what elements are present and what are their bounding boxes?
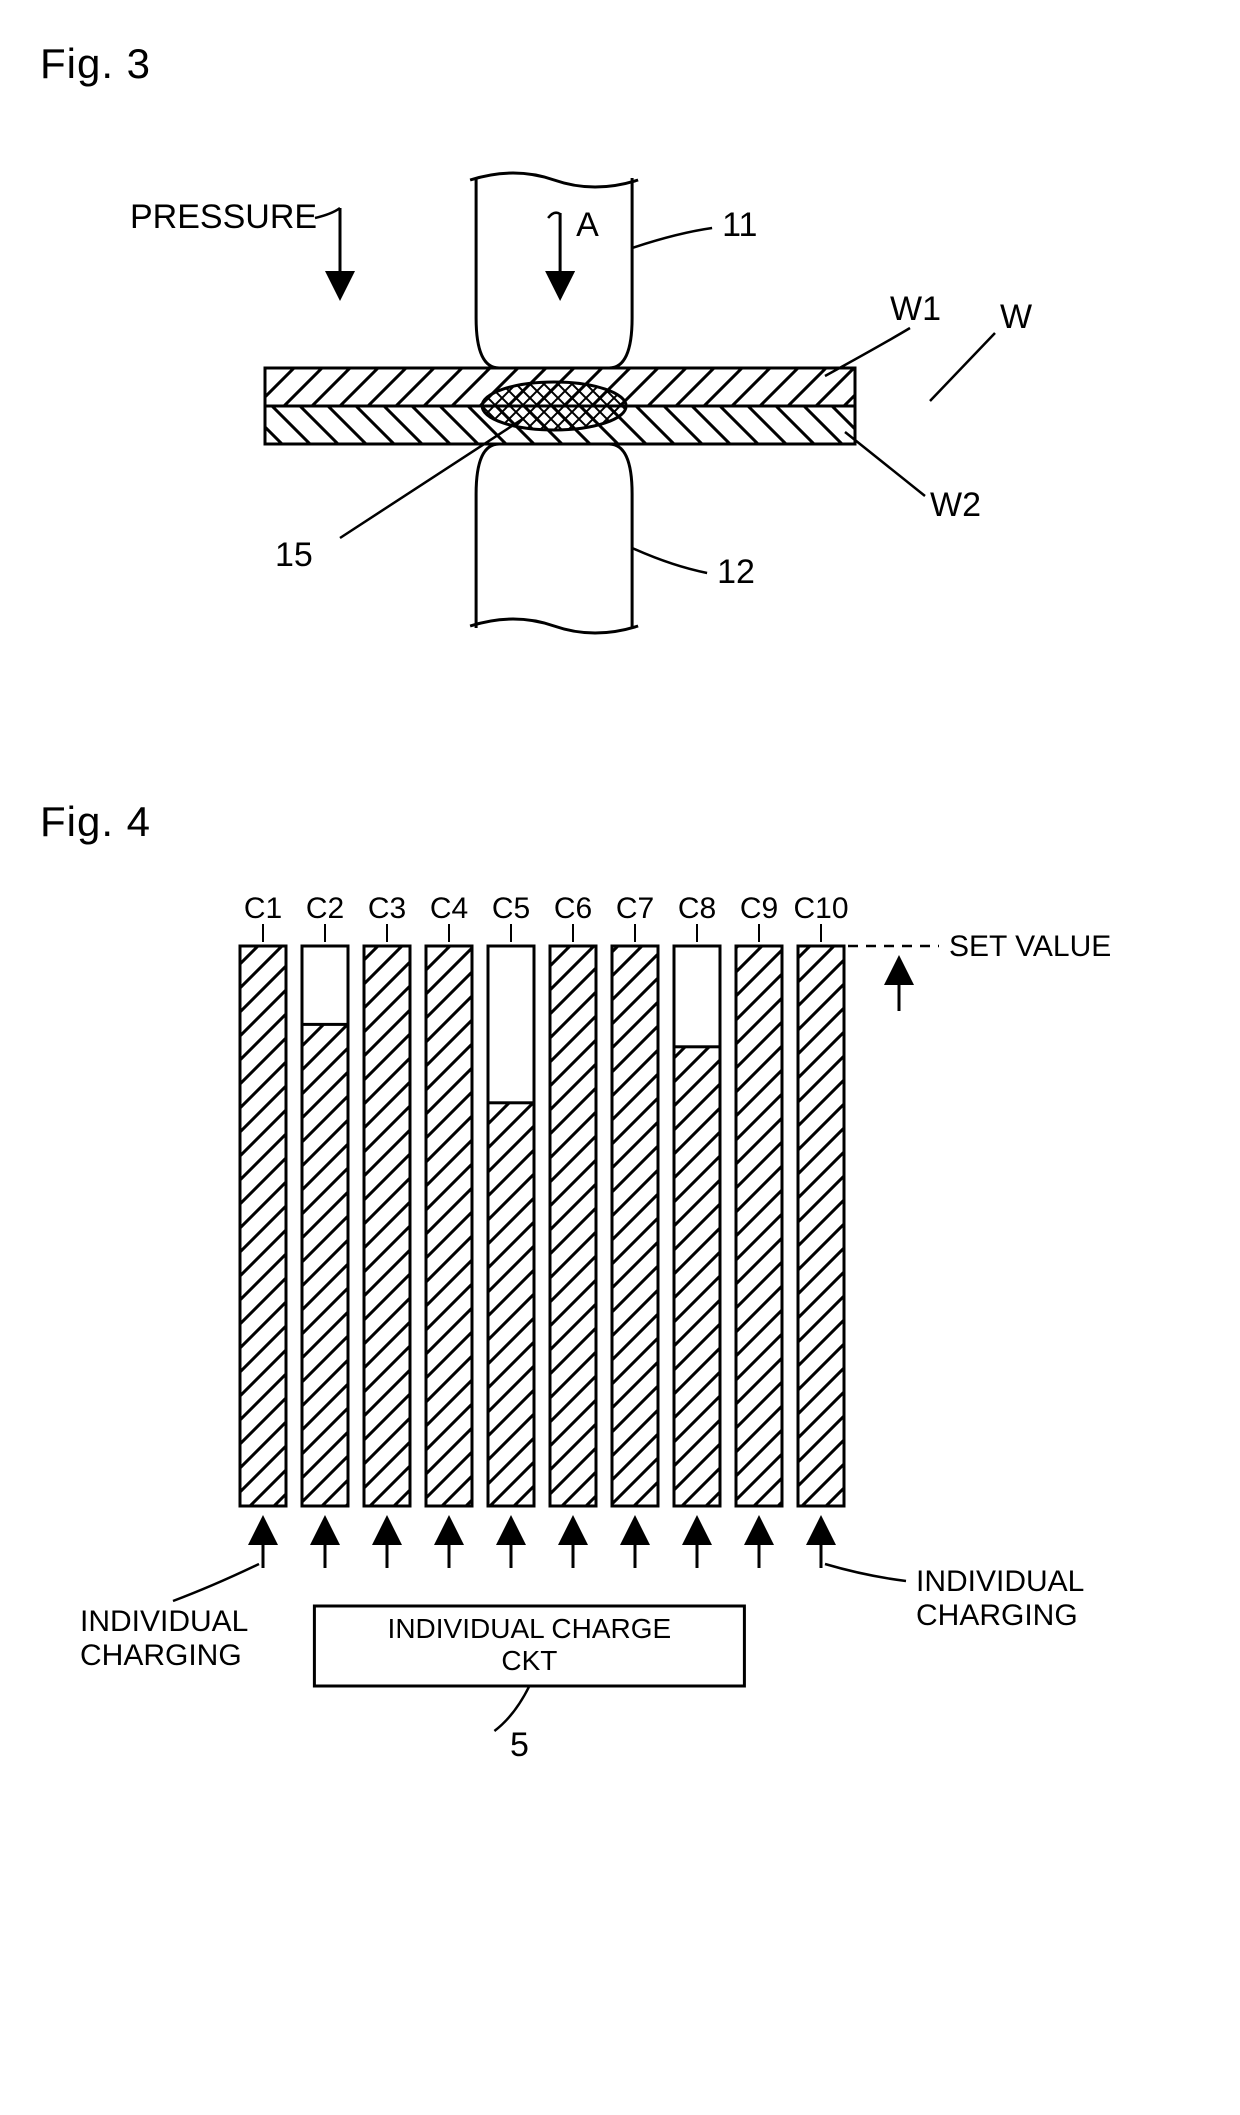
svg-text:SET VALUE: SET VALUE xyxy=(949,930,1111,963)
svg-text:5: 5 xyxy=(510,1726,529,1764)
fig3-container: Fig. 3 PRESSURE A 11 12 15 W1 W W2 xyxy=(40,40,1200,678)
svg-text:INDIVIDUAL CHARGECKT: INDIVIDUAL CHARGECKT xyxy=(388,1613,672,1676)
svg-text:12: 12 xyxy=(717,553,755,591)
svg-text:C10: C10 xyxy=(793,892,848,925)
svg-text:C1: C1 xyxy=(244,892,282,925)
svg-text:15: 15 xyxy=(275,536,313,574)
svg-text:C6: C6 xyxy=(554,892,592,925)
svg-text:W1: W1 xyxy=(890,290,941,328)
svg-text:C2: C2 xyxy=(306,892,344,925)
fig4-container: Fig. 4 C1 C2 C3 C4 C5 C6 C7 C8 C9 C10 SET VALUE IND… xyxy=(40,798,1200,1776)
svg-text:W: W xyxy=(1000,298,1032,336)
fig3-svg: PRESSURE A 11 12 15 W1 W W2 xyxy=(40,118,1040,678)
svg-text:C5: C5 xyxy=(492,892,530,925)
svg-text:INDIVIDUALCHARGING: INDIVIDUALCHARGING xyxy=(80,1605,248,1672)
fig3-title: Fig. 3 xyxy=(40,40,1200,88)
fig4-svg: C1 C2 C3 C4 C5 C6 C7 C8 C9 C10 SET VALUE INDIVIDUAL… xyxy=(40,876,1200,1776)
svg-text:W2: W2 xyxy=(930,486,981,524)
svg-text:A: A xyxy=(576,206,599,244)
svg-text:11: 11 xyxy=(722,206,757,244)
fig4-title: Fig. 4 xyxy=(40,798,1200,846)
svg-text:INDIVIDUALCHARGING: INDIVIDUALCHARGING xyxy=(916,1565,1084,1632)
svg-text:C9: C9 xyxy=(740,892,778,925)
svg-text:C7: C7 xyxy=(616,892,654,925)
svg-text:PRESSURE: PRESSURE xyxy=(130,198,317,236)
svg-text:C8: C8 xyxy=(678,892,716,925)
svg-text:C3: C3 xyxy=(368,892,406,925)
svg-text:C4: C4 xyxy=(430,892,468,925)
